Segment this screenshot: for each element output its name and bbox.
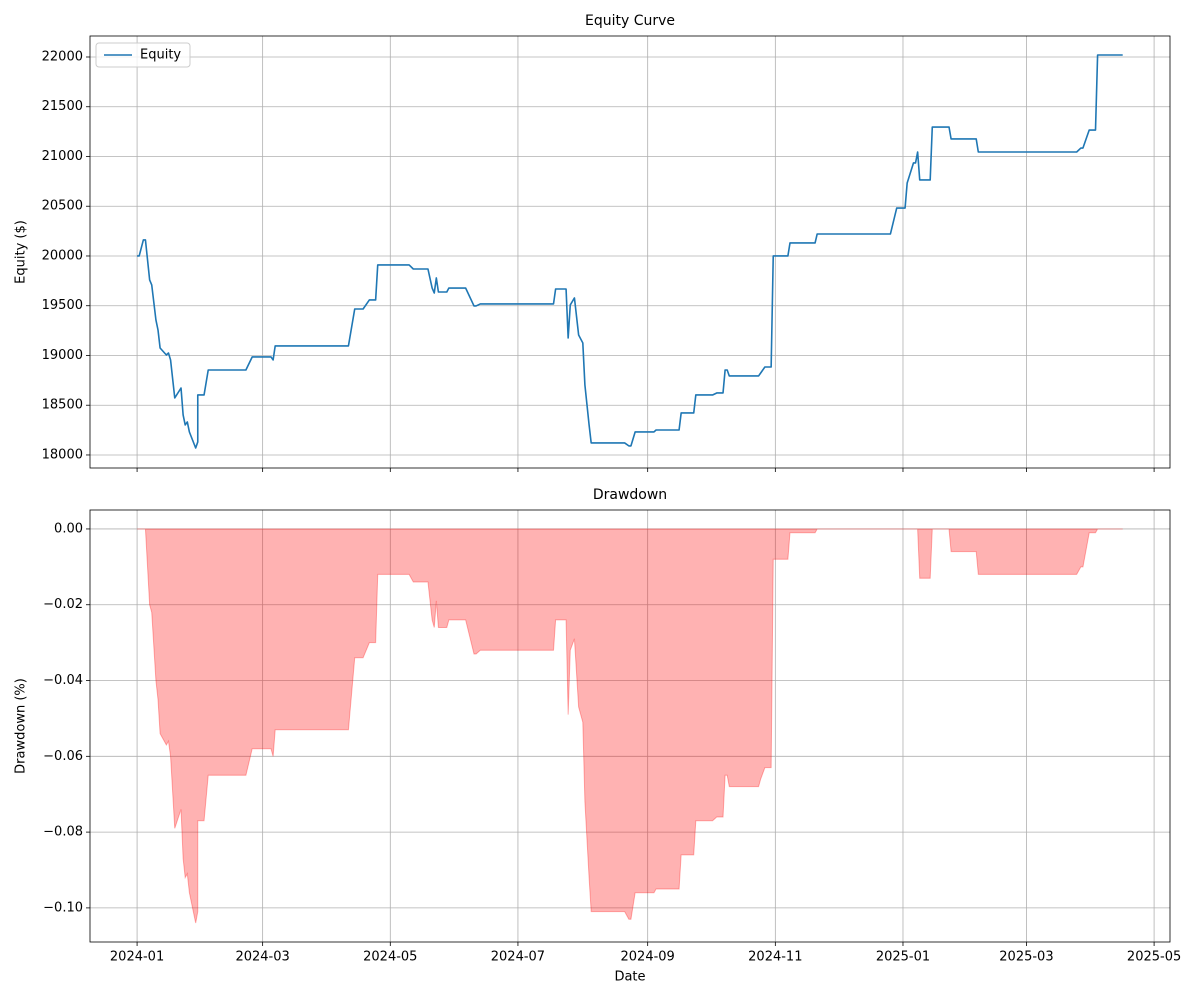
chart-title: Equity Curve — [585, 13, 675, 29]
y-axis-label: Drawdown (%) — [14, 678, 29, 774]
x-tick-label: 2024-01 — [110, 950, 164, 965]
y-tick-label: 21500 — [42, 99, 83, 114]
x-tick-label: 2024-11 — [748, 950, 802, 965]
y-tick-label: 22000 — [42, 49, 83, 64]
x-tick-label: 2024-05 — [363, 950, 417, 965]
x-axis-label: Date — [614, 970, 645, 985]
y-tick-label: 20500 — [42, 199, 83, 214]
x-tick-label: 2024-07 — [491, 950, 545, 965]
y-tick-label: 19000 — [42, 348, 83, 363]
y-tick-label: −0.08 — [43, 825, 83, 840]
y-tick-label: 18000 — [42, 447, 83, 462]
axes-frame — [89, 509, 1171, 943]
x-tick-label: 2025-01 — [876, 950, 930, 965]
y-tick-label: 19500 — [42, 298, 83, 313]
legend: Equity — [95, 42, 191, 68]
x-tick-label: 2024-03 — [235, 950, 289, 965]
x-tick-label: 2024-09 — [621, 950, 675, 965]
legend-label: Equity — [140, 48, 181, 63]
x-tick-label: 2025-05 — [1127, 950, 1181, 965]
y-tick-label: 18500 — [42, 398, 83, 413]
panel: Equity Curve Equity ($) 18000 18500 19000 195… — [14, 13, 1171, 472]
y-tick-label: 0.00 — [54, 521, 83, 536]
y-tick-label: −0.06 — [43, 749, 83, 764]
y-tick-label: −0.04 — [43, 673, 83, 688]
axes-frame — [89, 35, 1171, 469]
panel: Drawdown Drawdown (%) Date −0.10 −0.08 −0.06 −… — [14, 487, 1182, 985]
chart-title: Drawdown — [593, 487, 667, 503]
drawdown-area — [137, 528, 1123, 924]
equity-line — [137, 54, 1123, 449]
y-axis-label: Equity ($) — [14, 220, 29, 284]
x-tick-label: 2025-03 — [999, 950, 1053, 965]
y-tick-label: −0.10 — [43, 900, 83, 915]
legend-box — [95, 42, 191, 68]
y-tick-label: 21000 — [42, 149, 83, 164]
y-tick-label: −0.02 — [43, 597, 83, 612]
y-tick-label: 20000 — [42, 248, 83, 263]
